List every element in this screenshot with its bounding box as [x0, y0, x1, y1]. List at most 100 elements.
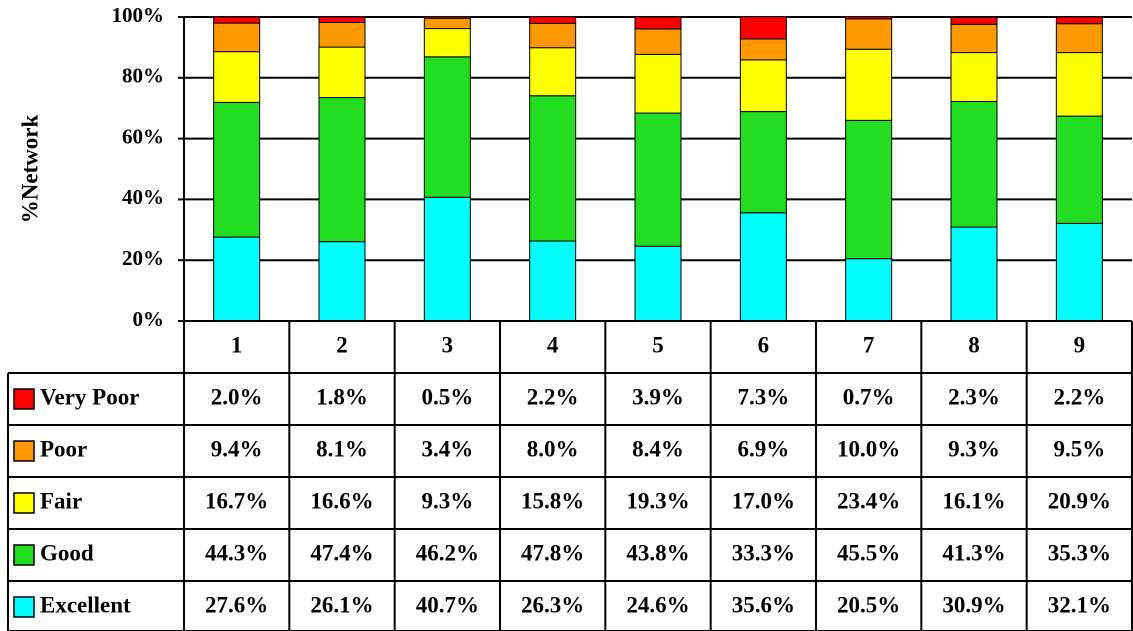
legend-label: Good: [40, 540, 94, 565]
bar-segment: [739, 59, 787, 113]
table-value: 1.8%: [316, 384, 368, 409]
bar-segment: [1055, 16, 1103, 25]
table-value: 2.3%: [948, 384, 1000, 409]
table-value: 47.4%: [310, 540, 373, 565]
y-tick-label: 100%: [112, 3, 165, 27]
bar-segment: [529, 16, 577, 24]
legend-label: Very Poor: [40, 384, 139, 409]
table-value: 41.3%: [942, 540, 1005, 565]
bar-segment: [1055, 52, 1103, 117]
table-value: 27.6%: [205, 592, 268, 617]
table-value: 2.2%: [527, 384, 579, 409]
y-tick-label: 20%: [122, 246, 164, 270]
table-value: 8.0%: [527, 436, 579, 461]
x-tick-label: 7: [863, 332, 875, 357]
bar-segment: [213, 236, 261, 322]
table-value: 30.9%: [942, 592, 1005, 617]
bar-segment: [739, 212, 787, 322]
bar-segment: [423, 56, 471, 198]
bar-segment: [950, 23, 998, 54]
bar-segment: [1055, 115, 1103, 224]
table-value: 8.1%: [316, 436, 368, 461]
table-value: 15.8%: [521, 488, 584, 513]
bar-segment: [845, 119, 893, 260]
bar-segment: [634, 112, 682, 247]
bar-segment: [950, 16, 998, 25]
bar-segment: [423, 28, 471, 58]
bar-segment: [634, 245, 682, 322]
table-value: 9.5%: [1053, 436, 1105, 461]
bar-segment: [213, 51, 261, 103]
y-tick-label: 60%: [122, 124, 164, 148]
table-value: 26.3%: [521, 592, 584, 617]
legend-label: Fair: [40, 488, 82, 513]
table-value: 24.6%: [626, 592, 689, 617]
table-value: 2.2%: [1053, 384, 1105, 409]
legend-swatch: [13, 440, 35, 462]
bar-segment: [318, 46, 366, 99]
table-value: 19.3%: [626, 488, 689, 513]
bar-segment: [318, 97, 366, 243]
bar-segment: [845, 16, 893, 20]
bar-segment: [529, 47, 577, 97]
y-tick-label: 80%: [122, 64, 164, 88]
legend-label: Excellent: [40, 592, 131, 617]
table-value: 16.1%: [942, 488, 1005, 513]
table-value: 8.4%: [632, 436, 684, 461]
bar-segment: [739, 16, 787, 40]
bar-segment: [213, 16, 261, 24]
table-value: 0.5%: [421, 384, 473, 409]
y-axis-label: %Network: [17, 115, 42, 224]
x-tick-label: 9: [1074, 332, 1086, 357]
bar-segment: [318, 21, 366, 48]
bar-segment: [739, 111, 787, 214]
x-tick-label: 2: [336, 332, 348, 357]
bar-segment: [950, 52, 998, 103]
table-value: 45.5%: [837, 540, 900, 565]
table-value: 20.5%: [837, 592, 900, 617]
bar-segment: [739, 38, 787, 61]
table-value: 26.1%: [310, 592, 373, 617]
table-value: 16.6%: [310, 488, 373, 513]
bar-segment: [1055, 23, 1103, 54]
table-value: 20.9%: [1048, 488, 1111, 513]
table-value: 16.7%: [205, 488, 268, 513]
table-value: 3.9%: [632, 384, 684, 409]
bar-segment: [318, 241, 366, 322]
table-value: 9.4%: [211, 436, 263, 461]
table-value: 10.0%: [837, 436, 900, 461]
table-value: 46.2%: [416, 540, 479, 565]
bar-segment: [634, 16, 682, 30]
bar-segment: [950, 226, 998, 322]
table-value: 47.8%: [521, 540, 584, 565]
table-value: 35.3%: [1048, 540, 1111, 565]
bar-segment: [845, 258, 893, 322]
legend-swatch: [13, 492, 35, 514]
legend-label: Poor: [40, 436, 87, 461]
bar-segment: [634, 53, 682, 114]
table-value: 9.3%: [421, 488, 473, 513]
bar-segment: [1055, 222, 1103, 322]
table-value: 44.3%: [205, 540, 268, 565]
table-value: 6.9%: [737, 436, 789, 461]
legend-swatch: [13, 388, 35, 410]
bar-segment: [529, 240, 577, 322]
table-value: 40.7%: [416, 592, 479, 617]
bar-segment: [529, 22, 577, 49]
table-value: 23.4%: [837, 488, 900, 513]
y-tick-label: 40%: [122, 185, 164, 209]
x-tick-label: 3: [442, 332, 454, 357]
table-value: 17.0%: [732, 488, 795, 513]
table-value: 43.8%: [626, 540, 689, 565]
x-tick-label: 6: [758, 332, 770, 357]
bar-segment: [845, 48, 893, 121]
bar-segment: [423, 17, 471, 30]
x-tick-label: 5: [652, 332, 664, 357]
bar-segment: [529, 95, 577, 242]
bar-segment: [634, 28, 682, 55]
bar-segment: [213, 22, 261, 53]
table-value: 3.4%: [421, 436, 473, 461]
legend-swatch: [13, 544, 35, 566]
x-tick-label: 4: [547, 332, 559, 357]
table-value: 9.3%: [948, 436, 1000, 461]
